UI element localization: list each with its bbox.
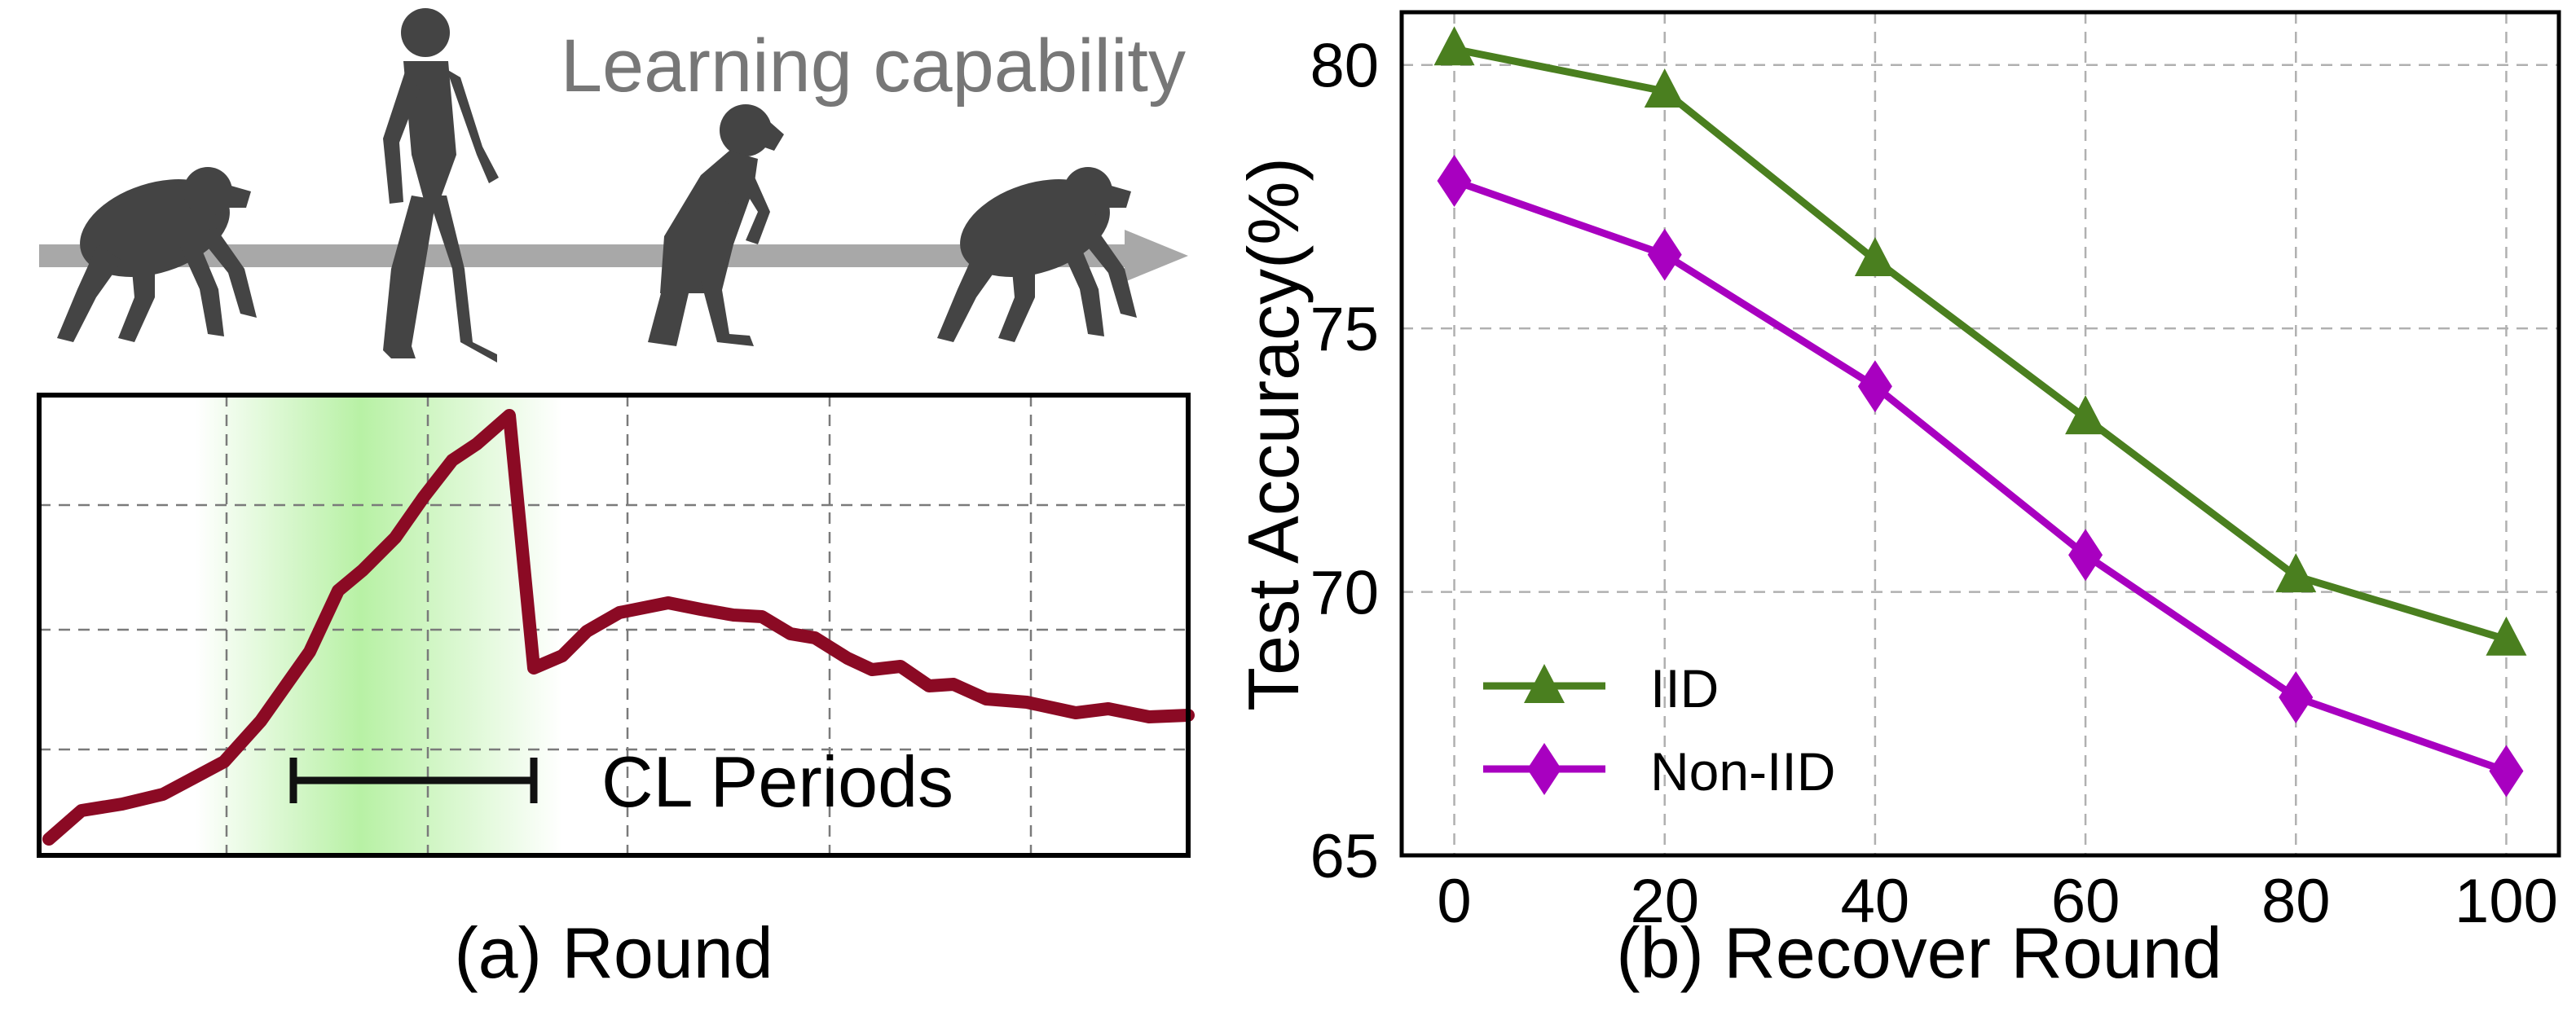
data-point-noniid <box>2489 745 2524 798</box>
right-chart: 0 20 40 60 80 100 65 70 75 80 Test Accuracy(%) (b… <box>1233 10 2561 993</box>
data-point-iid <box>2275 553 2317 593</box>
cl-periods-label: CL Periods <box>601 741 953 822</box>
ape-silhouette-icon <box>57 161 257 342</box>
data-point-iid <box>2486 616 2527 656</box>
tick-layer: 0 20 40 60 80 100 65 70 75 80 <box>1310 32 2557 936</box>
data-point-noniid <box>1857 360 1892 413</box>
data-point-noniid <box>1437 155 1472 207</box>
x-tick-label: 40 <box>1841 867 1910 936</box>
legend-marker-noniid <box>1527 743 1561 795</box>
learning-capability-label: Learning capability <box>561 24 1186 108</box>
y-axis-label: Test Accuracy(%) <box>1233 157 1314 711</box>
x-tick-label: 0 <box>1437 867 1471 936</box>
legend-label-noniid: Non-IID <box>1650 741 1835 802</box>
learning-curve <box>42 409 1195 846</box>
x-tick-label: 60 <box>2051 867 2120 936</box>
left-panel: Learning capability <box>37 8 1195 993</box>
data-point-noniid <box>2068 529 2103 582</box>
y-tick-label: 80 <box>1310 32 1379 101</box>
right-caption: (b) Recover Round <box>1616 912 2222 993</box>
cl-green-shade <box>196 393 562 857</box>
data-point-noniid <box>1647 228 1682 281</box>
series-layer <box>1433 26 2527 798</box>
left-caption: (a) Round <box>454 912 773 993</box>
x-tick-label: 100 <box>2455 867 2558 936</box>
capability-arrow-head <box>1125 230 1188 282</box>
legend: IID Non-IID <box>1483 658 1835 802</box>
left-grid <box>39 395 1188 855</box>
data-point-iid <box>1433 26 1475 66</box>
data-point-iid <box>1644 68 1685 108</box>
left-plot-frame <box>37 393 1191 858</box>
data-point-noniid <box>2279 670 2314 723</box>
legend-label-iid: IID <box>1650 658 1719 719</box>
y-tick-label: 75 <box>1310 295 1379 364</box>
legend-marker-iid <box>1524 664 1565 703</box>
series-line-noniid <box>1453 177 2508 775</box>
data-point-iid <box>2065 395 2107 435</box>
y-tick-label: 70 <box>1310 559 1379 628</box>
series-line-iid <box>1453 45 2508 644</box>
cl-periods-bracket <box>289 758 538 803</box>
y-tick-label: 65 <box>1310 822 1379 891</box>
early-human-silhouette-icon <box>648 104 784 346</box>
data-point-iid <box>1854 237 1896 277</box>
right-plot-frame <box>1399 10 2561 858</box>
x-tick-label: 20 <box>1630 867 1699 936</box>
ape-silhouette-right-icon <box>937 161 1137 342</box>
x-tick-label: 80 <box>2261 867 2331 936</box>
human-silhouette-icon <box>383 8 499 363</box>
